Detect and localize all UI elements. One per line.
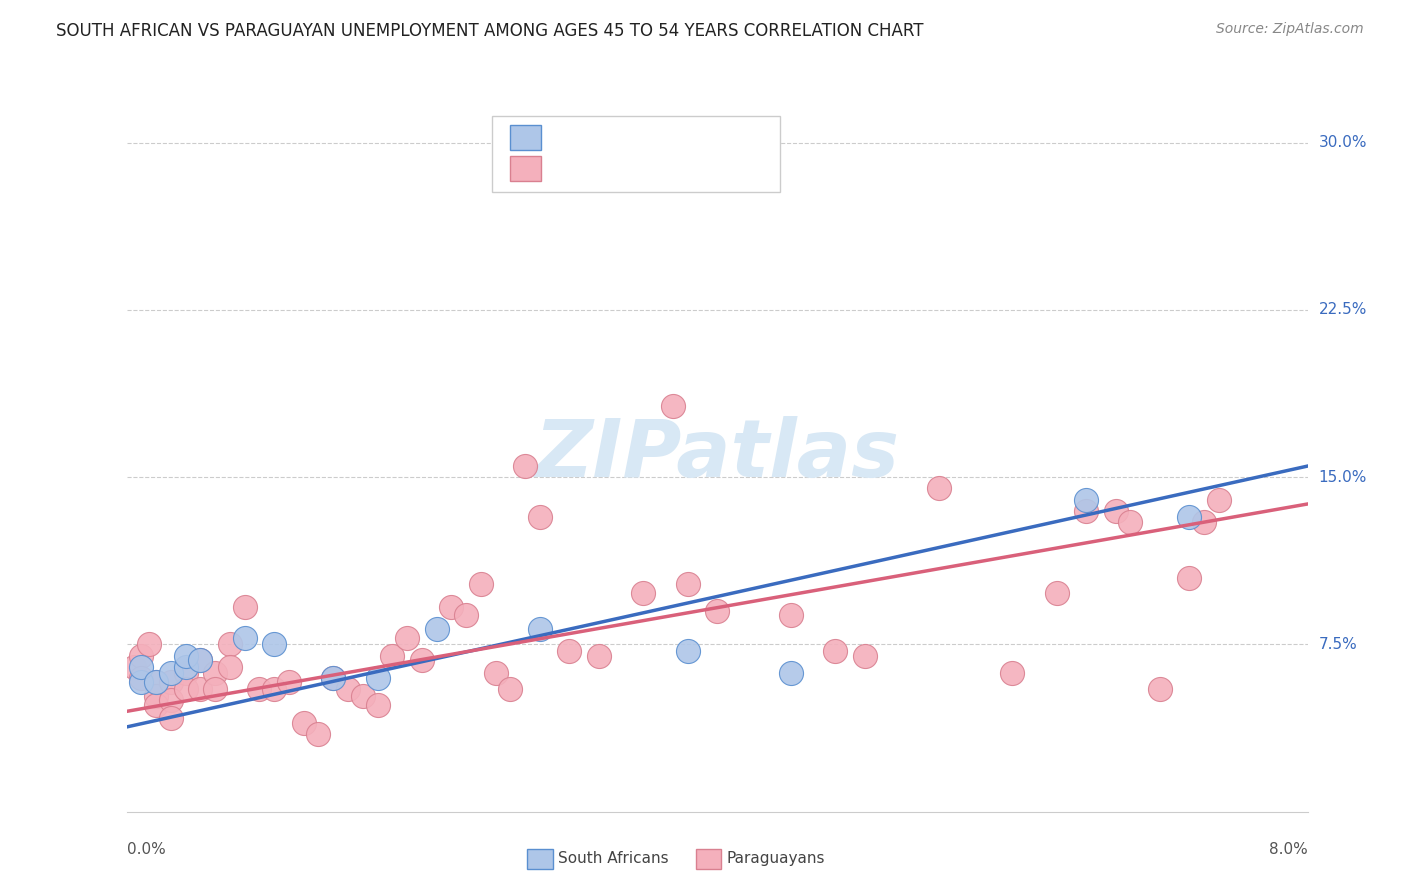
Point — [145, 689, 167, 703]
Point — [366, 698, 388, 712]
Text: 0.502: 0.502 — [586, 124, 634, 138]
Text: N =: N = — [648, 124, 692, 138]
Point — [174, 648, 197, 663]
Text: 57: 57 — [693, 156, 714, 170]
Point — [1178, 571, 1201, 585]
Point — [263, 681, 285, 696]
Point — [676, 644, 699, 658]
Point — [352, 689, 374, 703]
Point — [188, 653, 211, 667]
Text: 30.0%: 30.0% — [1319, 136, 1367, 150]
Point — [425, 622, 447, 636]
Point — [706, 604, 728, 618]
Point — [1119, 515, 1142, 529]
Point — [174, 666, 197, 681]
Point — [204, 666, 226, 681]
Point — [129, 648, 153, 663]
Point — [853, 648, 876, 663]
Text: 8.0%: 8.0% — [1268, 842, 1308, 857]
Text: 22.5%: 22.5% — [1319, 302, 1367, 318]
Point — [1192, 515, 1215, 529]
Point — [174, 681, 197, 696]
Point — [1149, 681, 1171, 696]
Point — [499, 681, 522, 696]
Text: R =: R = — [553, 156, 586, 170]
Point — [174, 660, 197, 674]
Text: Source: ZipAtlas.com: Source: ZipAtlas.com — [1216, 22, 1364, 37]
Point — [440, 599, 463, 614]
Text: South Africans: South Africans — [558, 851, 669, 865]
Point — [263, 637, 285, 651]
Point — [129, 671, 153, 685]
Point — [122, 660, 145, 674]
Point — [1001, 666, 1024, 681]
Text: SOUTH AFRICAN VS PARAGUAYAN UNEMPLOYMENT AMONG AGES 45 TO 54 YEARS CORRELATION C: SOUTH AFRICAN VS PARAGUAYAN UNEMPLOYMENT… — [56, 22, 924, 40]
Point — [779, 666, 801, 681]
Point — [676, 577, 699, 591]
Text: ZIPatlas: ZIPatlas — [534, 416, 900, 494]
Point — [1076, 492, 1098, 507]
Point — [661, 399, 683, 413]
Point — [204, 681, 226, 696]
Point — [633, 586, 655, 600]
Point — [129, 675, 153, 690]
Point — [558, 644, 581, 658]
Point — [529, 622, 551, 636]
Text: 7.5%: 7.5% — [1319, 637, 1357, 652]
Point — [1178, 510, 1201, 524]
Point — [515, 459, 537, 474]
Point — [366, 671, 388, 685]
Text: 15.0%: 15.0% — [1319, 470, 1367, 484]
Point — [219, 660, 242, 674]
Point — [160, 711, 183, 725]
Text: R =: R = — [553, 124, 586, 138]
Point — [1045, 586, 1069, 600]
Point — [337, 681, 360, 696]
Point — [307, 726, 329, 740]
Point — [1105, 503, 1128, 517]
Point — [138, 637, 160, 651]
Point — [1076, 503, 1098, 517]
Point — [928, 482, 950, 496]
Point — [219, 637, 242, 651]
Point — [322, 671, 344, 685]
Point — [247, 681, 270, 696]
Point — [588, 648, 610, 663]
Point — [145, 675, 167, 690]
Point — [1208, 492, 1230, 507]
Point — [484, 666, 508, 681]
Point — [529, 510, 551, 524]
Point — [233, 599, 256, 614]
Point — [824, 644, 846, 658]
Point — [129, 660, 153, 674]
Point — [779, 608, 801, 623]
Point — [381, 648, 404, 663]
Point — [292, 715, 315, 730]
Point — [160, 675, 183, 690]
Text: 0.415: 0.415 — [586, 156, 634, 170]
Point — [322, 671, 344, 685]
Point — [396, 631, 419, 645]
Point — [145, 698, 167, 712]
Text: 17: 17 — [693, 124, 714, 138]
Point — [470, 577, 492, 591]
Point — [145, 675, 167, 690]
Point — [160, 693, 183, 707]
Point — [188, 681, 211, 696]
Point — [160, 666, 183, 681]
Text: N =: N = — [648, 156, 692, 170]
Text: 0.0%: 0.0% — [127, 842, 166, 857]
Point — [278, 675, 301, 690]
Point — [454, 608, 477, 623]
Point — [188, 653, 211, 667]
Text: Paraguayans: Paraguayans — [727, 851, 825, 865]
Point — [233, 631, 256, 645]
Point — [411, 653, 433, 667]
